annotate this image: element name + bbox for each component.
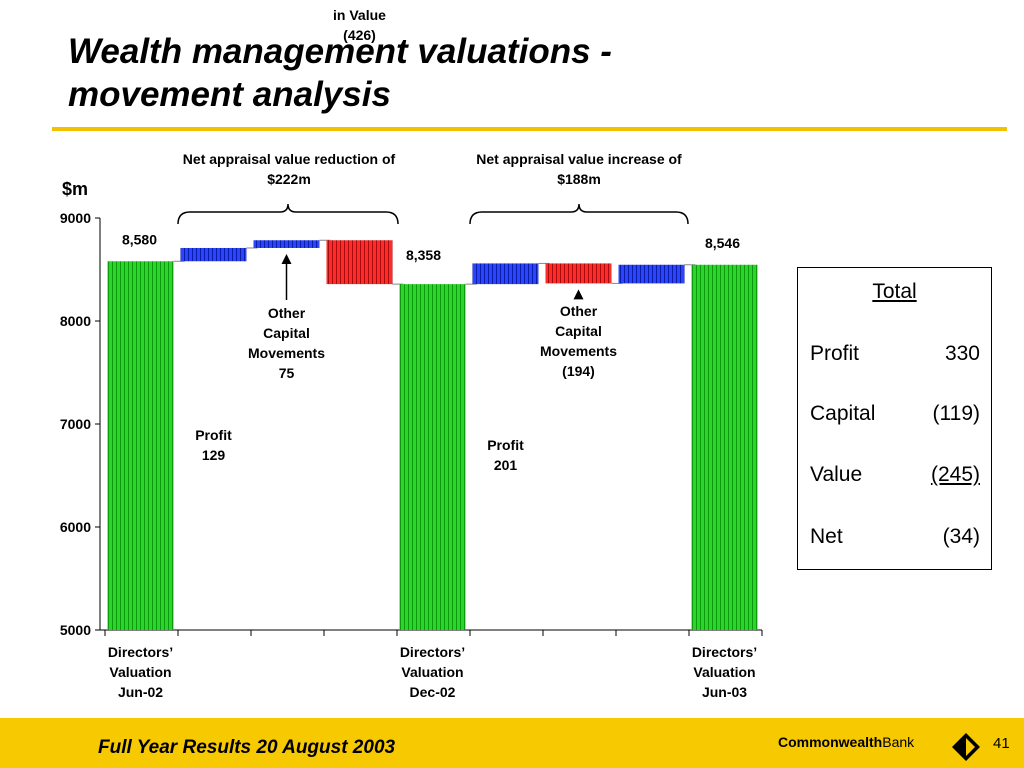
bar-value-label: 8,580 <box>122 231 157 247</box>
x-axis-label: Valuation <box>693 664 755 680</box>
bar-value-label: 8,358 <box>406 247 441 263</box>
y-tick-label: 8000 <box>60 313 91 329</box>
totals-heading: Total <box>872 280 917 303</box>
callout-arrowhead <box>281 253 292 264</box>
bar-category-label: Capital <box>555 323 602 339</box>
bar-category-label: 129 <box>202 447 226 463</box>
x-axis-label: Directors’ <box>400 644 465 660</box>
totals-row-net: Net (34) <box>810 525 980 551</box>
totals-row-value: Value (245) <box>810 463 980 489</box>
totals-value: (34) <box>942 525 980 548</box>
y-tick-label: 5000 <box>60 622 91 638</box>
title-divider <box>52 127 1007 131</box>
increase-brace <box>469 203 689 225</box>
x-axis-label: Dec-02 <box>410 684 456 700</box>
delta-bar <box>180 247 247 262</box>
y-axis-unit-label: $m <box>62 179 88 199</box>
totals-label: Net <box>810 525 843 548</box>
annotation-increase: $188m <box>557 171 601 187</box>
waterfall-chart: $m 5000 6000 7000 8000 9000 8,580 8,358 8,546 Pro… <box>60 0 763 700</box>
x-axis-label: Valuation <box>401 664 463 680</box>
bar-category-label: Other <box>268 305 306 321</box>
bar-category-label: Movements <box>248 345 325 361</box>
bar-category-label: Other <box>560 303 598 319</box>
bar-category-label: in Value <box>625 0 678 3</box>
delta-bar <box>472 263 539 285</box>
delta-bar <box>326 240 393 285</box>
brand-name-bold: Commonwealth <box>778 734 883 750</box>
total-bar <box>691 264 758 630</box>
total-bar <box>399 284 466 630</box>
bar-category-label: (426) <box>343 27 376 43</box>
callout-arrowhead <box>573 289 584 300</box>
x-axis-label: Jun-02 <box>118 684 163 700</box>
bar-category-label: 181 <box>640 0 664 3</box>
bar-category-label: Profit <box>195 427 232 443</box>
bar-value-label: 8,546 <box>705 235 740 251</box>
delta-bar <box>545 263 612 284</box>
bank-diamond-icon <box>952 733 980 761</box>
totals-value: (119) <box>932 402 980 425</box>
annotation-increase: Net appraisal value increase of <box>476 151 682 167</box>
totals-panel: Total Profit 330 Capital (119) Value (24… <box>797 267 992 570</box>
delta-bar <box>253 240 320 248</box>
total-bar <box>107 261 174 630</box>
bar-category-label: Increase <box>623 0 680 3</box>
x-axis-label: Directors’ <box>692 644 757 660</box>
bar-category-label: 201 <box>494 457 518 473</box>
reduction-brace <box>177 203 399 225</box>
footer-title: Full Year Results 20 August 2003 <box>98 737 396 758</box>
bar-category-label: Reduction <box>325 0 393 3</box>
totals-row-profit: Profit 330 <box>810 342 980 368</box>
y-tick-label: 9000 <box>60 210 91 226</box>
totals-row-capital: Capital (119) <box>810 402 980 428</box>
totals-value: 330 <box>944 342 980 365</box>
totals-label: Profit <box>810 342 860 365</box>
y-tick-label: 7000 <box>60 416 91 432</box>
footer-bar: Full Year Results 20 August 2003 Commonw… <box>0 718 1024 768</box>
totals-value: (245) <box>930 463 980 486</box>
x-axis-label: Valuation <box>109 664 171 680</box>
bar-category-label: (194) <box>562 363 595 379</box>
bar-category-label: 75 <box>279 365 295 381</box>
page-number: 41 <box>993 735 1010 752</box>
annotation-reduction: Net appraisal value reduction of <box>183 151 396 167</box>
bar-category-label: in Value <box>333 7 386 23</box>
annotation-reduction: $222m <box>267 171 311 187</box>
y-tick-label: 6000 <box>60 519 91 535</box>
page-title: Wealth management valuations - movement … <box>68 32 612 114</box>
totals-label: Capital <box>810 402 876 425</box>
x-axis-label: Directors’ <box>108 644 173 660</box>
brand-logo: CommonwealthBank <box>778 734 914 750</box>
bar-category-label: Profit <box>487 437 524 453</box>
delta-bar <box>618 264 685 284</box>
brand-name-regular: Bank <box>882 734 915 750</box>
bar-category-label: Movements <box>540 343 617 359</box>
x-axis-label: Jun-03 <box>702 684 747 700</box>
bar-category-label: Capital <box>263 325 310 341</box>
totals-label: Value <box>810 463 863 486</box>
